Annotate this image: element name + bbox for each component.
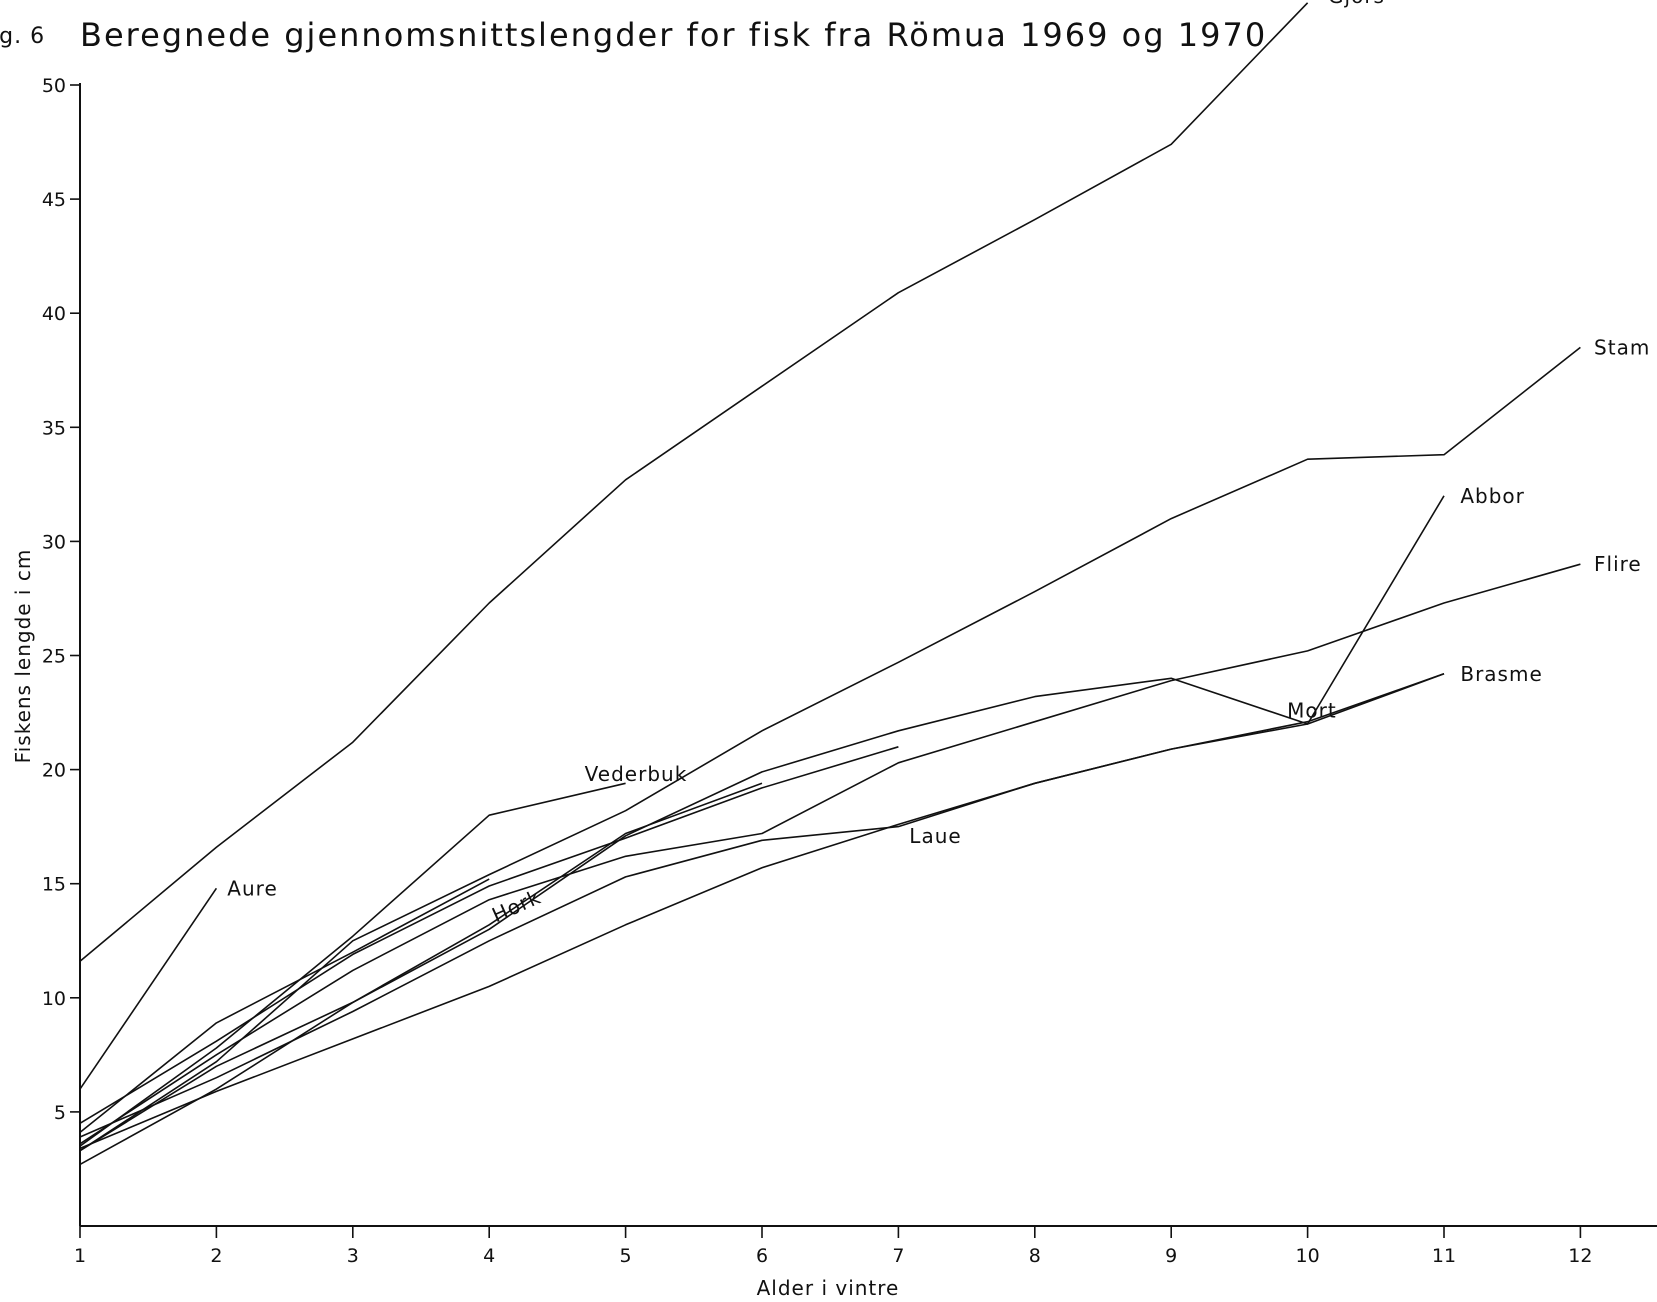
x-tick-label: 12 — [1568, 1245, 1592, 1267]
series-lines — [79, 2, 1581, 1166]
y-tick-label: 15 — [42, 874, 66, 896]
series-line-aure — [79, 887, 218, 1090]
x-axis-label: Alder i vintre — [757, 1276, 900, 1300]
y-tick-label: 20 — [42, 760, 66, 782]
y-axis-label: Fiskens lengde i cm — [11, 549, 35, 764]
series-label-gj-rs: Gjörs — [1328, 0, 1385, 8]
series-label-laue: Laue — [909, 824, 961, 848]
series-line-vederbuk — [79, 782, 626, 1147]
y-tick-label: 5 — [54, 1102, 66, 1124]
series-line-laue — [79, 782, 763, 1166]
series-label-stam: Stam — [1594, 335, 1650, 359]
y-tick-label: 30 — [42, 531, 66, 553]
y-tick-label: 50 — [42, 75, 66, 97]
chart-title: Beregnede gjennomsnittslengder for fisk … — [80, 16, 1268, 54]
series-line-brasme — [79, 673, 1445, 1150]
y-tick-label: 40 — [42, 303, 66, 325]
x-tick-label: 11 — [1432, 1245, 1456, 1267]
series-labels: GjörsStamAbborFlireBrasmeMortVederbukHor… — [227, 0, 1650, 927]
series-label-aure: Aure — [227, 876, 277, 900]
series-line-hork — [79, 878, 490, 1134]
figure-number: ig. 6 — [0, 24, 46, 49]
series-label-flire: Flire — [1594, 552, 1642, 576]
series-label-mort: Mort — [1287, 698, 1337, 722]
series-label-vederbuk: Vederbuk — [585, 762, 688, 786]
x-tick-label: 8 — [1029, 1245, 1041, 1267]
x-tick-label: 7 — [892, 1245, 904, 1267]
x-tick-label: 3 — [347, 1245, 359, 1267]
x-tick-label: 6 — [756, 1245, 768, 1267]
series-line-stam — [79, 346, 1581, 1152]
series-label-abbor: Abbor — [1460, 484, 1525, 508]
series-line-abbor — [79, 673, 1445, 1138]
series-label-brasme: Brasme — [1460, 662, 1542, 686]
x-tick-label: 2 — [210, 1245, 222, 1267]
series-line-gj-rs — [79, 2, 1309, 962]
series-line-flire — [79, 563, 1581, 1145]
x-tick-label: 1 — [74, 1245, 86, 1267]
y-tick-label: 10 — [42, 988, 66, 1010]
x-tick-label: 5 — [620, 1245, 632, 1267]
x-tick-label: 4 — [483, 1245, 495, 1267]
y-tick-label: 35 — [42, 417, 66, 439]
y-tick-label: 45 — [42, 189, 66, 211]
y-tick-label: 25 — [42, 646, 66, 668]
figure-title: ig. 6 Beregnede gjennomsnittslengder for… — [0, 10, 1265, 70]
series-line-unlabelled — [79, 746, 899, 1124]
x-tick-label: 10 — [1296, 1245, 1320, 1267]
x-tick-label: 9 — [1165, 1245, 1177, 1267]
series-line-mort — [79, 495, 1445, 1152]
